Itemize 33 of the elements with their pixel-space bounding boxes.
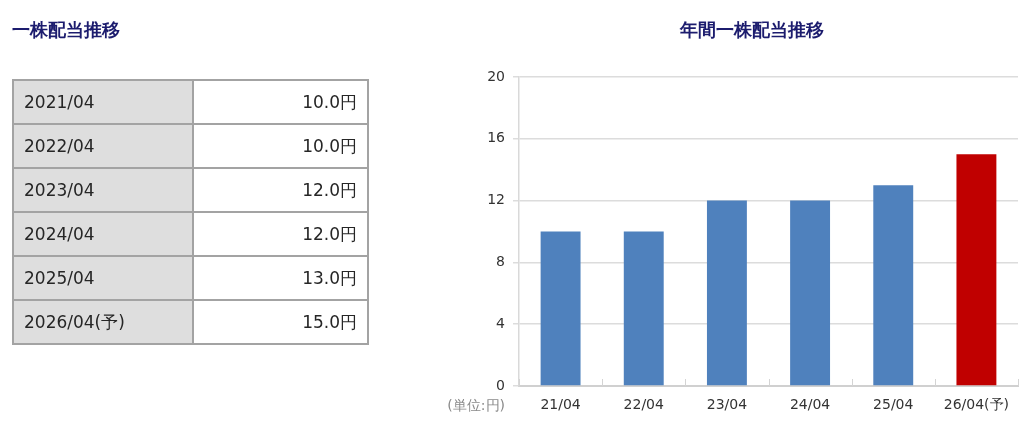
x-tick-label: 23/04 [706,396,748,413]
text: 一株配当推移 [12,18,120,42]
category-label: 2022/04 [13,124,193,168]
category-label: 2024/04 [13,212,193,256]
bar [706,200,747,386]
bar [623,231,664,386]
category-label: 2025/04 [13,256,193,300]
category-label: 2026/04(予) [13,300,193,344]
text: 13.0円 [302,267,357,288]
x-tick-label: 26/04(予) [943,396,1010,413]
x-tick-label: 22/04 [623,396,665,413]
bar [873,185,914,386]
y-tick-label: 4 [496,314,506,331]
chart-title: 年間一株配当推移 [679,18,825,42]
category-label: 2023/04 [13,168,193,212]
y-tick-label: 16 [487,129,506,146]
text: 15.0円 [302,311,357,332]
bar [790,200,831,386]
text: 12.0円 [302,179,357,200]
y-tick-label: 12 [487,191,505,208]
x-tick-label: 24/04 [789,396,831,413]
text: (単位:円) [447,396,505,413]
text: 12.0円 [302,223,357,244]
category-label: 2021/04 [13,80,193,124]
text: 10.0円 [302,135,357,156]
x-tick-label: 25/04 [873,396,914,413]
x-tick-label: 21/04 [540,396,581,413]
bar [956,154,997,386]
bar [540,231,581,386]
y-tick-label: 8 [496,253,505,270]
y-tick-label: 20 [487,67,505,84]
y-tick-label: 0 [496,376,505,393]
text: 10.0円 [302,91,357,112]
